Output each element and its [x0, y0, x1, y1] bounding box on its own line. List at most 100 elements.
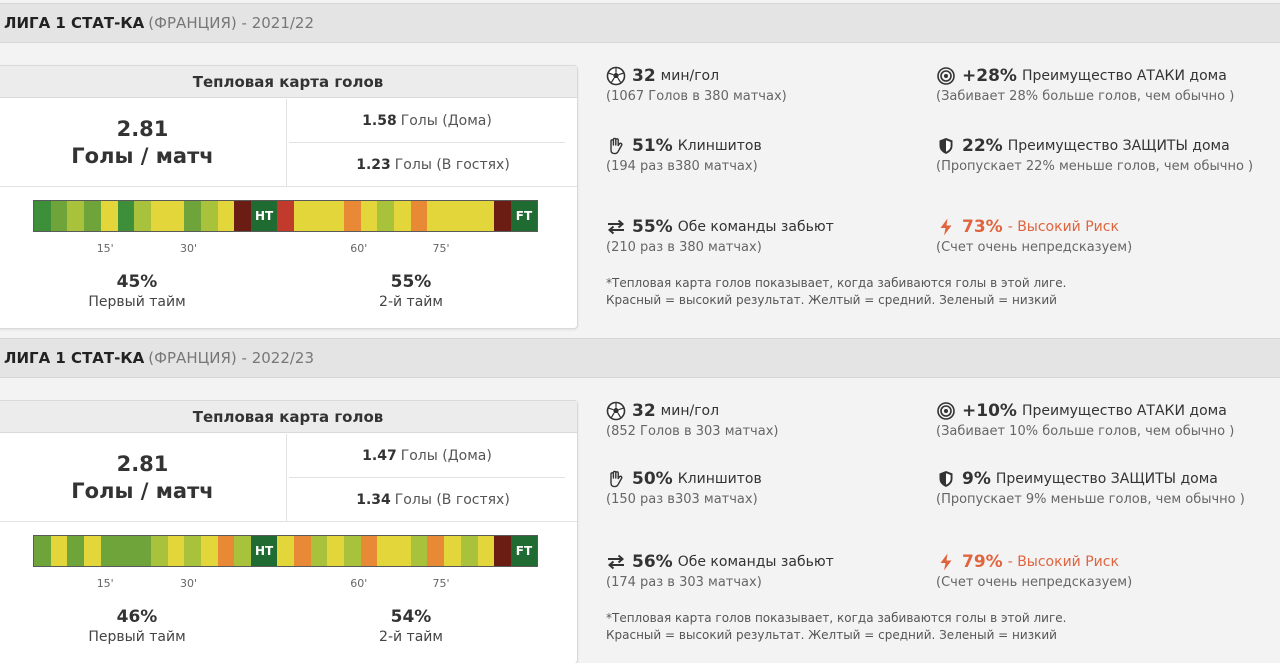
tick-60: 60'	[350, 242, 368, 255]
heatmap-ticks: 15' 30' 60' 75'	[33, 577, 538, 591]
heatmap-segment	[427, 201, 445, 231]
heatmap-segment	[377, 536, 395, 566]
heatmap-segment	[310, 201, 328, 231]
heatmap-card-title: Тепловая карта голов	[0, 66, 577, 98]
away-goals-value: 1.34	[356, 492, 391, 508]
heatmap-segment	[477, 201, 495, 231]
heatmap-segment	[167, 536, 185, 566]
heatmap-segment	[494, 201, 511, 231]
section-header: ЛИГА 1 СТАТ-КА (ФРАНЦИЯ) - 2022/23	[0, 338, 1280, 378]
heatmap-segment	[343, 536, 361, 566]
heatmap-segment	[84, 201, 101, 231]
first-half-share: 46% Первый тайм	[37, 607, 237, 645]
first-half-label: Первый тайм	[88, 294, 186, 310]
goals-per-match-value: 2.81	[116, 117, 169, 141]
second-half-pct: 55%	[390, 272, 432, 292]
heatmap-segment	[377, 201, 395, 231]
heatmap-segment	[167, 201, 185, 231]
home-attack-value: +10%	[962, 401, 1017, 421]
first-half-pct: 46%	[116, 607, 158, 627]
minutes-per-goal-label: мин/гол	[660, 68, 720, 84]
fulltime-marker: FT	[510, 201, 537, 231]
section-season: (ФРАНЦИЯ) - 2021/22	[148, 14, 315, 32]
section-title: ЛИГА 1 СТАТ-КА	[4, 349, 145, 367]
away-goals-row: 1.34 Голы (В гостях)	[289, 478, 577, 522]
soccer-ball-icon	[606, 66, 626, 86]
heatmap-segment	[277, 536, 294, 566]
heatmap-segment	[100, 201, 118, 231]
heatmap-segment	[84, 536, 101, 566]
heatmap-ticks: 15' 30' 60' 75'	[33, 242, 538, 256]
clean-sheets-detail: (194 раз в380 матчах)	[606, 159, 758, 174]
heatmap-note: *Тепловая карта голов показывает, когда …	[606, 610, 1266, 644]
home-goals-row: 1.47 Голы (Дома)	[289, 434, 565, 478]
stat-clean-sheets: 51% Клиншитов (194 раз в380 матчах)	[606, 135, 936, 175]
clean-sheets-value: 50%	[632, 469, 673, 489]
home-defense-detail: (Пропускает 9% меньше голов, чем обычно …	[936, 492, 1245, 507]
soccer-ball-icon	[606, 401, 626, 421]
home-away-split: 1.47 Голы (Дома) 1.34 Голы (В гостях)	[289, 434, 577, 522]
heatmap-segment	[67, 201, 85, 231]
risk-value: 79%	[962, 552, 1003, 572]
tick-15: 15'	[96, 242, 114, 255]
minutes-per-goal-detail: (1067 Голов в 380 матчах)	[606, 89, 787, 104]
second-half-label: 2-й тайм	[379, 629, 443, 645]
goals-per-match-label: Голы / матч	[71, 479, 214, 503]
glove-icon	[610, 470, 623, 488]
glove-icon	[610, 137, 623, 155]
stat-clean-sheets: 50% Клиншитов (150 раз в303 матчах)	[606, 468, 936, 508]
heatmap-segment	[134, 201, 151, 231]
goal-heatmap-card: Тепловая карта голов 2.81 Голы / матч 1.…	[0, 65, 578, 329]
away-goals-label: Голы (В гостях)	[394, 157, 510, 173]
tick-30: 30'	[180, 242, 198, 255]
heatmap-segment	[117, 201, 135, 231]
home-defense-label: Преимущество ЗАЩИТЫ дома	[995, 471, 1218, 487]
target-icon	[937, 67, 955, 85]
tick-30: 30'	[180, 577, 198, 590]
heatmap-segment	[394, 536, 411, 566]
minutes-per-goal-label: мин/гол	[660, 403, 720, 419]
league-stats-section-2022-23: ЛИГА 1 СТАТ-КА (ФРАНЦИЯ) - 2022/23 Тепло…	[0, 338, 1280, 663]
second-half-label: 2-й тайм	[379, 294, 443, 310]
shield-icon	[939, 471, 953, 487]
btts-label: Обе команды забьют	[677, 554, 834, 570]
home-attack-value: +28%	[962, 66, 1017, 86]
heatmap-segment	[293, 536, 311, 566]
second-half-share: 55% 2-й тайм	[311, 272, 511, 310]
swap-arrows-icon	[607, 554, 625, 570]
home-defense-label: Преимущество ЗАЩИТЫ дома	[1007, 138, 1230, 154]
stat-both-teams-score: 55% Обе команды забьют (210 раз в 380 ма…	[606, 216, 936, 256]
shield-icon	[939, 138, 953, 154]
goals-summary: 2.81 Голы / матч 1.58 Голы (Дома) 1.23 Г…	[0, 99, 577, 187]
tick-60: 60'	[350, 577, 368, 590]
stat-home-defense: 9% Преимущество ЗАЩИТЫ дома (Пропускает …	[936, 468, 1266, 508]
heatmap-segment	[234, 536, 252, 566]
heatmap-segment	[444, 536, 461, 566]
home-attack-label: Преимущество АТАКИ дома	[1021, 68, 1227, 84]
home-defense-detail: (Пропускает 22% меньше голов, чем обычно…	[936, 159, 1254, 174]
heatmap-card-title: Тепловая карта голов	[0, 401, 577, 433]
heatmap-segment	[494, 536, 511, 566]
heatmap-segment	[234, 201, 252, 231]
stat-home-attack: +10% Преимущество АТАКИ дома (Забивает 1…	[936, 400, 1266, 440]
home-goals-row: 1.58 Голы (Дома)	[289, 99, 565, 143]
btts-detail: (210 раз в 380 матчах)	[606, 240, 762, 255]
stat-risk: 79% - Высокий Риск (Счет очень непредска…	[936, 551, 1266, 591]
section-title: ЛИГА 1 СТАТ-КА	[4, 14, 145, 32]
tick-75: 75'	[432, 242, 450, 255]
home-away-split: 1.58 Голы (Дома) 1.23 Голы (В гостях)	[289, 99, 577, 187]
goals-per-match-value: 2.81	[116, 452, 169, 476]
stat-both-teams-score: 56% Обе команды забьют (174 раз в 303 ма…	[606, 551, 936, 591]
heatmap-bar: HT FT	[33, 200, 538, 232]
heatmap-segment	[150, 536, 168, 566]
heatmap-segment	[134, 536, 151, 566]
heatmap-segment	[184, 201, 202, 231]
fulltime-marker: FT	[510, 536, 537, 566]
heatmap-segment	[184, 536, 202, 566]
heatmap-segment	[117, 536, 135, 566]
heatmap-segment	[360, 536, 378, 566]
btts-label: Обе команды забьют	[677, 219, 834, 235]
tick-75: 75'	[432, 577, 450, 590]
tick-15: 15'	[96, 577, 114, 590]
goals-per-match-label: Голы / матч	[71, 144, 214, 168]
